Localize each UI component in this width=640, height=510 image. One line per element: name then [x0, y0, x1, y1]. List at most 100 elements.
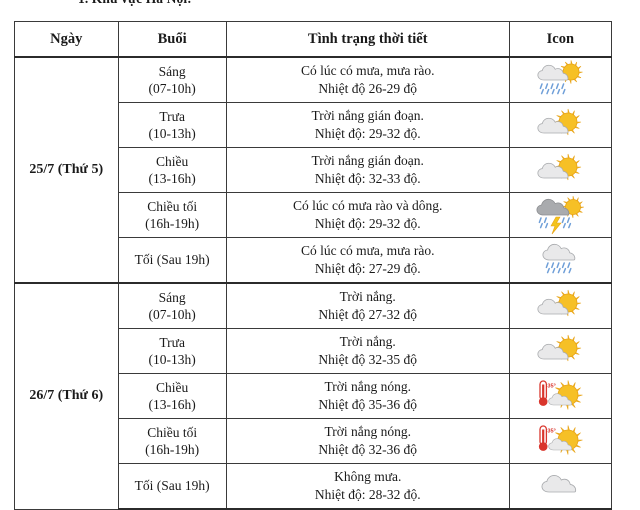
condition-cell: Trời nắng nóng. Nhiệt độ 35-36 độ	[225, 373, 510, 419]
temperature-text: Nhiệt độ 32-35 độ	[318, 352, 418, 367]
temperature-text: Nhiệt độ: 29-32 độ.	[314, 126, 421, 141]
time-period-label: Chiều	[156, 153, 189, 169]
temperature-text: Nhiệt độ 35-36 độ	[318, 397, 418, 412]
condition-text: Không mưa.	[334, 469, 402, 485]
rain-cloud-icon	[531, 239, 589, 281]
temperature-text: Nhiệt độ 26-29 độ	[318, 81, 418, 96]
time-period-cell: Trưa (10-13h)	[117, 328, 227, 374]
condition-text: Trời nắng.	[339, 289, 396, 305]
condition-text: Có lúc có mưa, mưa rào.	[300, 243, 435, 259]
table-header-row: Ngày Buổi Tình trạng thời tiết Icon	[14, 21, 613, 58]
column-header-icon: Icon	[508, 21, 613, 58]
column-header-day: Ngày	[14, 21, 119, 58]
condition-cell: Trời nắng nóng. Nhiệt độ 32-36 độ	[225, 418, 510, 464]
weather-icon-cell	[508, 328, 613, 374]
svg-text:35°: 35°	[548, 384, 556, 390]
condition-cell: Trời nắng. Nhiệt độ 27-32 độ	[225, 282, 510, 329]
condition-text: Có lúc có mưa, mưa rào.	[300, 63, 435, 79]
weather-icon-cell	[508, 56, 613, 103]
table-row: Chiều tối (16h-19h) Trời nắng nóng. Nhiệt đ…	[15, 418, 613, 464]
time-period-label: Trưa	[159, 108, 185, 124]
sun-behind-cloud-icon	[531, 104, 589, 146]
sun-rain-cloud-icon	[531, 59, 589, 101]
time-period-cell: Tối (Sau 19h)	[117, 237, 227, 284]
column-header-part: Buổi	[117, 21, 227, 58]
table-row: Trưa (10-13h) Trời nắng. Nhiệt độ 32-35 độ	[15, 328, 613, 374]
table-row: Chiều tối (16h-19h) Có lúc có mưa rào và d…	[15, 192, 613, 238]
svg-text:35°: 35°	[548, 429, 556, 435]
time-period-cell: Chiều tối (16h-19h)	[117, 192, 227, 238]
time-period-cell: Sáng (07-10h)	[117, 56, 227, 103]
sun-behind-cloud-icon	[531, 149, 589, 191]
time-period-cell: Chiều (13-16h)	[117, 147, 227, 193]
condition-text: Trời nắng gián đoạn.	[311, 108, 424, 124]
condition-text: Có lúc có mưa rào và dông.	[293, 198, 443, 214]
time-period-cell: Chiều (13-16h)	[117, 373, 227, 419]
time-period-range: (10-13h)	[148, 126, 196, 141]
condition-cell: Trời nắng gián đoạn. Nhiệt độ: 29-32 độ.	[225, 102, 510, 148]
table-row: Tối (Sau 19h) Có lúc có mưa, mưa rào. Nhiệ…	[15, 237, 613, 284]
page-caption: 1. Khu vực Hà Nội:	[78, 0, 192, 7]
time-period-range: (13-16h)	[148, 171, 196, 186]
temperature-text: Nhiệt độ: 27-29 độ.	[314, 261, 421, 276]
day-cell: 26/7 (Thứ 6)	[14, 282, 119, 510]
condition-cell: Có lúc có mưa rào và dông. Nhiệt độ: 29-3…	[225, 192, 510, 238]
time-period-label: Sáng	[158, 289, 186, 305]
condition-cell: Có lúc có mưa, mưa rào. Nhiệt độ: 27-29 đ…	[225, 237, 510, 284]
forecast-table-body: 25/7 (Thứ 5) Sáng (07-10h) Có lúc có mưa, m…	[14, 56, 613, 510]
weather-icon-cell	[508, 282, 613, 329]
temperature-text: Nhiệt độ 27-32 độ	[318, 307, 418, 322]
time-period-label: Chiều tối	[147, 198, 198, 214]
condition-text: Trời nắng nóng.	[324, 424, 411, 440]
condition-cell: Trời nắng. Nhiệt độ 32-35 độ	[225, 328, 510, 374]
time-period-range: (13-16h)	[148, 397, 196, 412]
time-period-label: Tối (Sau 19h)	[134, 252, 210, 268]
weather-icon-cell	[508, 463, 613, 510]
time-period-range: (07-10h)	[148, 307, 196, 322]
sun-behind-cloud-icon	[531, 330, 589, 372]
hot-thermometer-sun-icon: 35°	[531, 420, 589, 462]
time-period-range: (07-10h)	[148, 81, 196, 96]
time-period-cell: Trưa (10-13h)	[117, 102, 227, 148]
condition-text: Trời nắng.	[339, 334, 396, 350]
temperature-text: Nhiệt độ: 29-32 độ.	[314, 216, 421, 231]
condition-cell: Trời nắng gián đoạn. Nhiệt độ: 32-33 độ.	[225, 147, 510, 193]
condition-text: Trời nắng nóng.	[324, 379, 411, 395]
table-row: Trưa (10-13h) Trời nắng gián đoạn. Nhiệt độ…	[15, 102, 613, 148]
table-row: 25/7 (Thứ 5) Sáng (07-10h) Có lúc có mưa, m…	[14, 56, 613, 284]
time-period-range: (16h-19h)	[145, 442, 200, 457]
weather-icon-cell	[508, 192, 613, 238]
weather-icon-cell: 35°	[508, 373, 613, 419]
weather-icon-cell	[508, 147, 613, 193]
weather-icon-cell: 35°	[508, 418, 613, 464]
time-period-range: (16h-19h)	[145, 216, 200, 231]
table-row: 26/7 (Thứ 6) Sáng (07-10h) Trời nắng. Nhiệt …	[14, 282, 613, 510]
time-period-label: Sáng	[158, 63, 186, 79]
temperature-text: Nhiệt độ: 28-32 độ.	[314, 487, 421, 502]
condition-cell: Có lúc có mưa, mưa rào. Nhiệt độ 26-29 độ	[225, 56, 510, 103]
time-period-label: Chiều tối	[147, 424, 198, 440]
table-row: Chiều (13-16h) Trời nắng nóng. Nhiệt độ 35-…	[15, 373, 613, 419]
time-period-cell: Tối (Sau 19h)	[117, 463, 227, 510]
temperature-text: Nhiệt độ 32-36 độ	[318, 442, 418, 457]
thunderstorm-sun-icon	[531, 194, 589, 236]
time-period-label: Trưa	[159, 334, 185, 350]
table-row: Chiều (13-16h) Trời nắng gián đoạn. Nhiệt đ…	[15, 147, 613, 193]
weather-icon-cell	[508, 102, 613, 148]
column-header-condition: Tình trạng thời tiết	[225, 21, 510, 58]
hot-thermometer-sun-icon: 35°	[531, 375, 589, 417]
day-cell: 25/7 (Thứ 5)	[14, 56, 119, 284]
time-period-label: Chiều	[156, 379, 189, 395]
weather-forecast-table: Ngày Buổi Tình trạng thời tiết Icon 25/7…	[14, 21, 613, 510]
sun-behind-cloud-icon	[531, 285, 589, 327]
cloud-icon	[531, 465, 589, 507]
condition-cell: Không mưa. Nhiệt độ: 28-32 độ.	[225, 463, 510, 510]
time-period-label: Tối (Sau 19h)	[134, 478, 210, 494]
condition-text: Trời nắng gián đoạn.	[311, 153, 424, 169]
time-period-cell: Sáng (07-10h)	[117, 282, 227, 329]
weather-icon-cell	[508, 237, 613, 284]
time-period-range: (10-13h)	[148, 352, 196, 367]
temperature-text: Nhiệt độ: 32-33 độ.	[314, 171, 421, 186]
forecast-table-container: Ngày Buổi Tình trạng thời tiết Icon 25/7…	[14, 21, 613, 510]
time-period-cell: Chiều tối (16h-19h)	[117, 418, 227, 464]
